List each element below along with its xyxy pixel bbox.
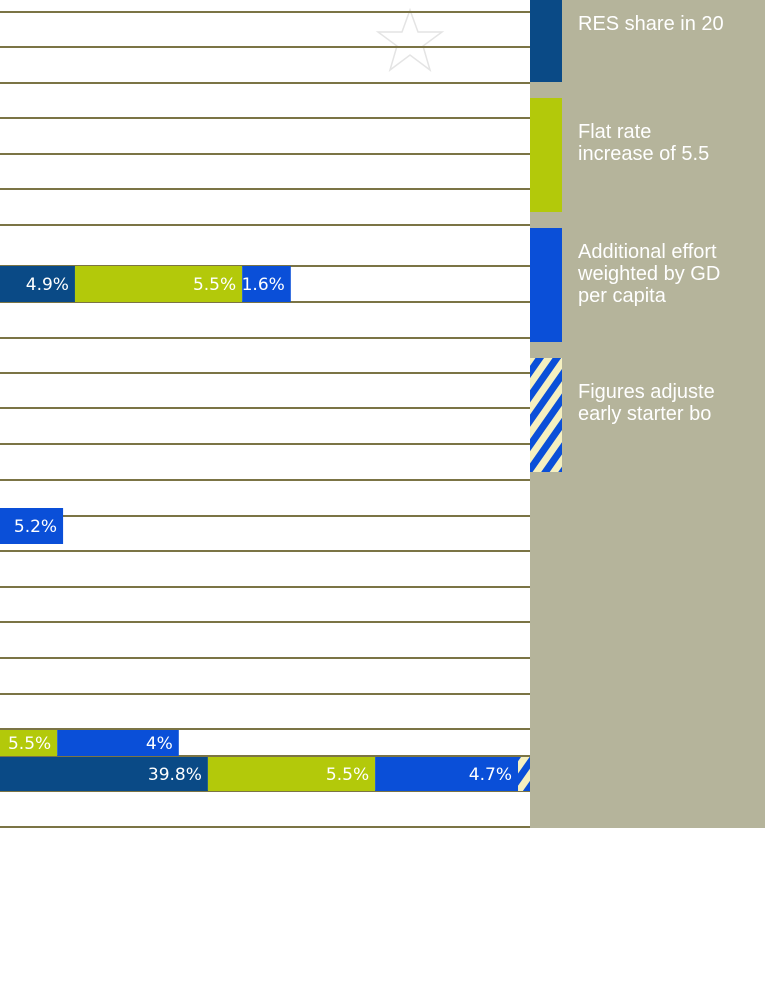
legend-label: Additional effort weighted by GD per capit… xyxy=(577,241,720,307)
legend-label: RES share in 20 xyxy=(578,13,724,35)
bar-segment xyxy=(242,266,291,302)
legend-line: early starter bo xyxy=(578,403,711,425)
legend-line: weighted by GD xyxy=(577,263,720,285)
legend-label: Flat rate increase of 5.5 xyxy=(578,121,709,165)
legend-line: RES share in 20 xyxy=(578,13,724,35)
value-label: 5.2% xyxy=(14,517,57,537)
legend-swatch xyxy=(530,228,562,342)
value-label: 39.8% xyxy=(148,765,202,785)
value-label: 4.9% xyxy=(26,275,69,295)
adjustment-segment xyxy=(518,757,530,791)
value-label: 5.5% xyxy=(8,734,51,754)
bar-segment xyxy=(0,508,64,544)
bar-segment xyxy=(207,757,376,791)
value-label: 5.5% xyxy=(326,765,369,785)
legend-swatch xyxy=(530,0,562,82)
bar-segment xyxy=(74,266,243,302)
value-label: 5.5% xyxy=(193,275,236,295)
value-label: 1.6% xyxy=(242,275,285,295)
legend-line: increase of 5.5 xyxy=(578,143,709,165)
legend-swatch xyxy=(530,98,562,212)
value-label: 4.7% xyxy=(469,765,512,785)
value-label: 4% xyxy=(146,734,173,754)
bar-segment xyxy=(57,730,179,756)
legend-line: Additional effort xyxy=(578,241,717,263)
legend-line: per capita xyxy=(578,285,667,307)
legend-swatch xyxy=(530,358,562,472)
legend-label: Figures adjuste early starter bo xyxy=(578,381,715,425)
bar-segment xyxy=(0,757,208,791)
legend-line: Flat rate xyxy=(578,121,651,143)
legend-line: Figures adjuste xyxy=(578,381,715,403)
bar-segment xyxy=(375,757,518,791)
legend-panel xyxy=(530,0,765,828)
bar-segment xyxy=(0,730,58,756)
bar-segment xyxy=(0,266,75,302)
